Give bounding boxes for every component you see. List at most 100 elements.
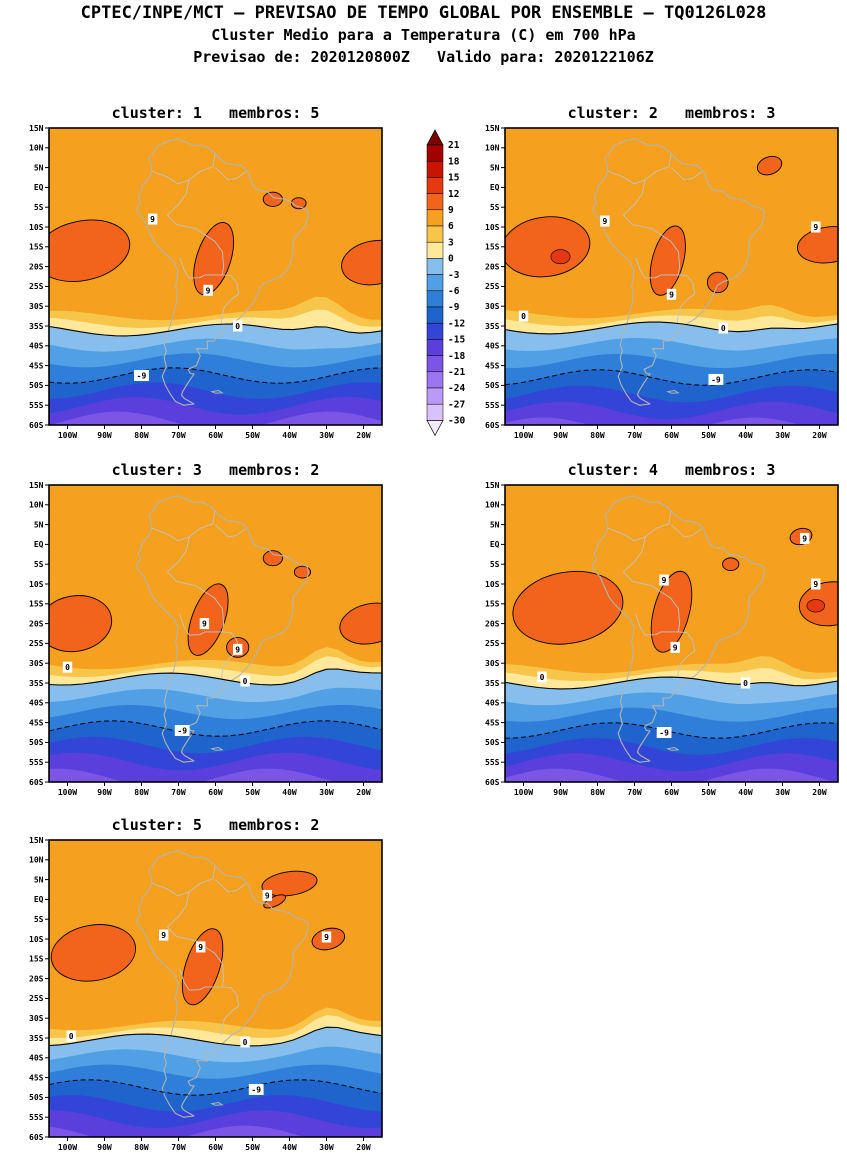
svg-text:10N: 10N bbox=[29, 856, 44, 865]
panel-cluster-1: cluster: 1 membros: 5 9 9 0 -9 15N 10N 5N EQ 5S 1… bbox=[18, 102, 390, 444]
svg-text:9: 9 bbox=[265, 891, 270, 900]
svg-text:40S: 40S bbox=[29, 1054, 44, 1063]
svg-text:20W: 20W bbox=[356, 788, 371, 797]
svg-text:20S: 20S bbox=[29, 974, 44, 983]
svg-text:60S: 60S bbox=[485, 421, 500, 430]
svg-text:60S: 60S bbox=[29, 421, 44, 430]
map-cluster-2: 9 9 9 0 0 -9 15N 10N 5N EQ 5S 10S 15S 20S 25S 30S 35S 40S… bbox=[485, 124, 839, 440]
svg-text:100W: 100W bbox=[58, 788, 77, 797]
svg-text:9: 9 bbox=[235, 645, 240, 654]
svg-text:20S: 20S bbox=[485, 262, 500, 271]
svg-text:30S: 30S bbox=[29, 659, 44, 668]
panel-cluster-5: cluster: 5 membros: 2 9 9 9 9 0 0 -9 15N 10N 5N EQ… bbox=[18, 814, 390, 1156]
svg-text:35S: 35S bbox=[29, 322, 44, 331]
svg-text:45S: 45S bbox=[29, 361, 44, 370]
svg-text:0: 0 bbox=[235, 322, 240, 331]
svg-text:90W: 90W bbox=[553, 431, 568, 440]
panel-title-cluster-2: cluster: 2 membros: 3 bbox=[567, 104, 776, 122]
svg-text:25S: 25S bbox=[485, 282, 500, 291]
map-cluster-3: 9 9 0 0 -9 15N 10N 5N EQ 5S 10S 15S 20S 25S 30S 35S 40S 4… bbox=[29, 481, 383, 797]
svg-text:-9: -9 bbox=[711, 375, 721, 384]
svg-text:50S: 50S bbox=[29, 1093, 44, 1102]
svg-text:9: 9 bbox=[662, 576, 667, 585]
svg-text:35S: 35S bbox=[485, 679, 500, 688]
svg-text:5S: 5S bbox=[34, 203, 44, 212]
svg-text:0: 0 bbox=[243, 1038, 248, 1047]
svg-text:60S: 60S bbox=[29, 1133, 44, 1142]
svg-text:55S: 55S bbox=[485, 401, 500, 410]
svg-text:15S: 15S bbox=[29, 243, 44, 252]
svg-text:0: 0 bbox=[721, 324, 726, 333]
svg-text:-15: -15 bbox=[448, 335, 465, 346]
svg-text:10N: 10N bbox=[485, 144, 500, 153]
svg-text:15: 15 bbox=[448, 173, 460, 184]
svg-text:0: 0 bbox=[65, 663, 70, 672]
svg-text:9: 9 bbox=[813, 580, 818, 589]
svg-text:-21: -21 bbox=[448, 367, 465, 378]
svg-text:15S: 15S bbox=[29, 600, 44, 609]
svg-text:25S: 25S bbox=[485, 639, 500, 648]
svg-text:9: 9 bbox=[161, 931, 166, 940]
svg-text:15N: 15N bbox=[485, 124, 500, 133]
svg-text:50S: 50S bbox=[29, 738, 44, 747]
svg-text:30W: 30W bbox=[775, 788, 790, 797]
svg-text:25S: 25S bbox=[29, 639, 44, 648]
color-scale-bar: 21 18 15 12 9 6 3 0 -3 -6 -9 -12 -15 -18 -21 -24 -27 -30 bbox=[426, 129, 465, 437]
svg-text:20W: 20W bbox=[356, 1143, 371, 1152]
svg-text:5S: 5S bbox=[490, 203, 500, 212]
svg-text:100W: 100W bbox=[58, 431, 77, 440]
svg-text:15N: 15N bbox=[485, 481, 500, 490]
svg-text:-18: -18 bbox=[448, 351, 465, 362]
svg-text:60W: 60W bbox=[208, 788, 223, 797]
svg-text:50W: 50W bbox=[245, 788, 260, 797]
svg-text:-12: -12 bbox=[448, 318, 465, 329]
svg-text:9: 9 bbox=[802, 534, 807, 543]
svg-text:30W: 30W bbox=[319, 788, 334, 797]
svg-text:5N: 5N bbox=[490, 163, 500, 172]
panel-title-cluster-4: cluster: 4 membros: 3 bbox=[567, 461, 776, 479]
svg-text:40S: 40S bbox=[485, 699, 500, 708]
svg-text:50S: 50S bbox=[29, 381, 44, 390]
svg-text:55S: 55S bbox=[29, 401, 44, 410]
svg-text:40W: 40W bbox=[282, 788, 297, 797]
svg-text:35S: 35S bbox=[485, 322, 500, 331]
title-line-1: CPTEC/INPE/MCT — PREVISAO DE TEMPO GLOBA… bbox=[80, 3, 767, 23]
svg-text:9: 9 bbox=[673, 643, 678, 652]
svg-text:10N: 10N bbox=[29, 501, 44, 510]
svg-text:10N: 10N bbox=[29, 144, 44, 153]
svg-text:60W: 60W bbox=[664, 788, 679, 797]
svg-text:20S: 20S bbox=[485, 619, 500, 628]
svg-text:50S: 50S bbox=[485, 381, 500, 390]
svg-text:6: 6 bbox=[448, 221, 454, 232]
svg-text:9: 9 bbox=[198, 943, 203, 952]
title-line-3: Previsao de: 2020120800Z Valido para: 20… bbox=[193, 48, 654, 66]
svg-text:100W: 100W bbox=[514, 788, 533, 797]
svg-text:50S: 50S bbox=[485, 738, 500, 747]
svg-text:40W: 40W bbox=[282, 431, 297, 440]
svg-text:35S: 35S bbox=[29, 1034, 44, 1043]
svg-text:55S: 55S bbox=[29, 758, 44, 767]
svg-text:18: 18 bbox=[448, 156, 460, 167]
svg-text:9: 9 bbox=[813, 223, 818, 232]
svg-text:50W: 50W bbox=[701, 431, 716, 440]
svg-text:40W: 40W bbox=[282, 1143, 297, 1152]
svg-text:9: 9 bbox=[202, 620, 207, 629]
svg-text:40S: 40S bbox=[485, 342, 500, 351]
svg-text:50W: 50W bbox=[701, 788, 716, 797]
panel-cluster-2: cluster: 2 membros: 3 9 9 9 0 0 -9 15N 10N 5N EQ 5… bbox=[474, 102, 846, 444]
panel-cluster-3: cluster: 3 membros: 2 9 9 0 0 -9 15N 10N 5N EQ 5S… bbox=[18, 459, 390, 801]
map-cluster-5: 9 9 9 9 0 0 -9 15N 10N 5N EQ 5S 10S 15S 20S 25S 30S 35S 40… bbox=[29, 836, 383, 1152]
svg-text:5S: 5S bbox=[34, 560, 44, 569]
svg-text:60W: 60W bbox=[208, 431, 223, 440]
svg-text:90W: 90W bbox=[97, 431, 112, 440]
svg-text:-24: -24 bbox=[448, 383, 465, 394]
svg-text:50W: 50W bbox=[245, 431, 260, 440]
svg-text:30W: 30W bbox=[775, 431, 790, 440]
svg-text:35S: 35S bbox=[29, 679, 44, 688]
svg-text:15N: 15N bbox=[29, 836, 44, 845]
svg-text:9: 9 bbox=[669, 290, 674, 299]
svg-text:90W: 90W bbox=[97, 788, 112, 797]
svg-text:10S: 10S bbox=[29, 223, 44, 232]
svg-text:100W: 100W bbox=[58, 1143, 77, 1152]
